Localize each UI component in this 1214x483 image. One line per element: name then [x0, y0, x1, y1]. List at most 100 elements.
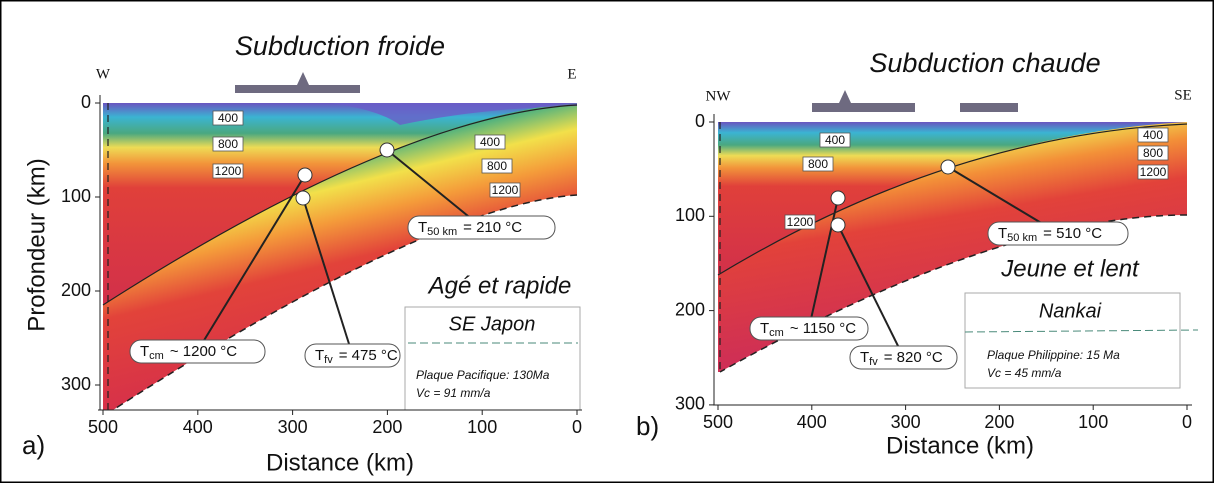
- annotation: Tfv = 820 °C: [860, 349, 943, 368]
- contour-label: 1200: [215, 164, 242, 178]
- annotation: T50 km = 510 °C: [998, 225, 1102, 244]
- contour-label: 1200: [787, 215, 814, 229]
- contour-label: 400: [480, 135, 500, 149]
- direction-left: W: [96, 66, 111, 82]
- leader-line: [837, 224, 905, 358]
- divider: [964, 329, 1199, 333]
- y-tick-label: 300: [675, 394, 705, 414]
- subscript: fv: [324, 354, 333, 366]
- contour-label: 800: [1143, 146, 1163, 160]
- y-tick-label: 0: [695, 111, 705, 131]
- y-axis-label: Profondeur (km): [23, 158, 50, 331]
- leader-line: [386, 149, 483, 228]
- regime: Agé et rapide: [427, 272, 572, 299]
- contour-label-box: [819, 132, 851, 148]
- contour-label-box: [1137, 127, 1169, 143]
- contour-label: 400: [218, 111, 238, 125]
- contour-label-box: [212, 163, 244, 179]
- value-text: = 510 °C: [1043, 225, 1102, 242]
- contour-label: 400: [825, 133, 845, 147]
- contour-label-box: [802, 156, 834, 172]
- title: Subduction froide: [235, 31, 445, 61]
- x-axis-label: Distance (km): [886, 432, 1034, 459]
- velocity: Vc = 45 mm/a: [987, 366, 1062, 380]
- x-tick-label: 400: [183, 417, 213, 437]
- y-tick-label: 300: [61, 374, 91, 394]
- contour-label-box: [474, 134, 506, 150]
- subscript: cm: [769, 327, 784, 339]
- velocity: Vc = 91 mm/a: [416, 386, 491, 400]
- value-text: = 210 °C: [463, 219, 522, 236]
- value-text: = 475 °C: [339, 347, 398, 364]
- subscript: fv: [869, 356, 878, 368]
- contour-label: 800: [487, 159, 507, 173]
- subscript: 50 km: [427, 226, 457, 238]
- subscript: 50 km: [1007, 232, 1037, 244]
- symbol: T: [418, 219, 427, 236]
- annotation-box: [129, 339, 266, 364]
- annotation-box: [749, 316, 869, 341]
- annotation: T50 km = 210 °C: [418, 219, 522, 238]
- symbol: T: [860, 349, 869, 366]
- annotation-box: [304, 343, 401, 368]
- symbol: T: [140, 343, 149, 360]
- marker: [379, 142, 395, 158]
- x-tick-label: 300: [278, 417, 308, 437]
- marker: [297, 167, 313, 183]
- plate: Plaque Pacifique: 130Ma: [416, 368, 550, 382]
- leader-line: [302, 197, 354, 356]
- subscript: cm: [149, 350, 164, 362]
- value-text: ~ 1150 °C: [790, 320, 856, 337]
- info-box: [964, 292, 1181, 389]
- symbol: T: [998, 225, 1007, 242]
- contour-label-box: [784, 214, 816, 230]
- x-tick-label: 400: [797, 412, 827, 432]
- x-tick-label: 200: [984, 412, 1014, 432]
- title: Subduction chaude: [869, 48, 1100, 78]
- contour-label-box: [489, 182, 521, 198]
- y-tick-label: 0: [81, 92, 91, 112]
- contour-label: 1200: [492, 183, 519, 197]
- annotation-box: [849, 345, 958, 370]
- contour-label-box: [212, 110, 244, 126]
- y-tick-label: 200: [61, 280, 91, 300]
- marker: [295, 190, 311, 206]
- x-tick-label: 500: [88, 417, 118, 437]
- panel-letter: b): [636, 411, 659, 441]
- x-tick-label: 0: [1182, 412, 1192, 432]
- annotation-box: [987, 221, 1129, 246]
- y-tick-label: 100: [675, 205, 705, 225]
- x-tick-label: 300: [891, 412, 921, 432]
- marker: [830, 190, 846, 206]
- value-text: = 820 °C: [884, 349, 943, 366]
- region: SE Japon: [449, 313, 536, 335]
- annotation: Tfv = 475 °C: [315, 347, 398, 366]
- symbol: T: [760, 320, 769, 337]
- contour-label-box: [1137, 164, 1169, 180]
- contour-label-box: [1137, 145, 1169, 161]
- annotation: Tcm ~ 1150 °C: [760, 320, 856, 339]
- x-tick-label: 100: [467, 417, 497, 437]
- contour-label: 1200: [1140, 165, 1167, 179]
- value-text: ~ 1200 °C: [170, 343, 237, 360]
- annotation-box: [407, 215, 556, 240]
- symbol: T: [315, 347, 324, 364]
- leader-line: [196, 174, 306, 352]
- contour-label-box: [212, 136, 244, 152]
- contour-label-box: [481, 158, 513, 174]
- x-tick-label: 0: [572, 417, 582, 437]
- x-tick-label: 500: [703, 412, 733, 432]
- direction-left: NW: [706, 88, 732, 104]
- region: Nankai: [1039, 300, 1102, 322]
- direction-right: E: [567, 66, 576, 82]
- panel-letter: a): [22, 430, 45, 460]
- x-axis-label: Distance (km): [266, 449, 414, 476]
- contour-label: 800: [808, 157, 828, 171]
- x-tick-label: 200: [372, 417, 402, 437]
- direction-right: SE: [1174, 87, 1192, 103]
- marker: [940, 159, 956, 175]
- thermal-field-a: [102, 72, 578, 411]
- regime: Jeune et lent: [1000, 255, 1140, 282]
- contour-label: 400: [1143, 128, 1163, 142]
